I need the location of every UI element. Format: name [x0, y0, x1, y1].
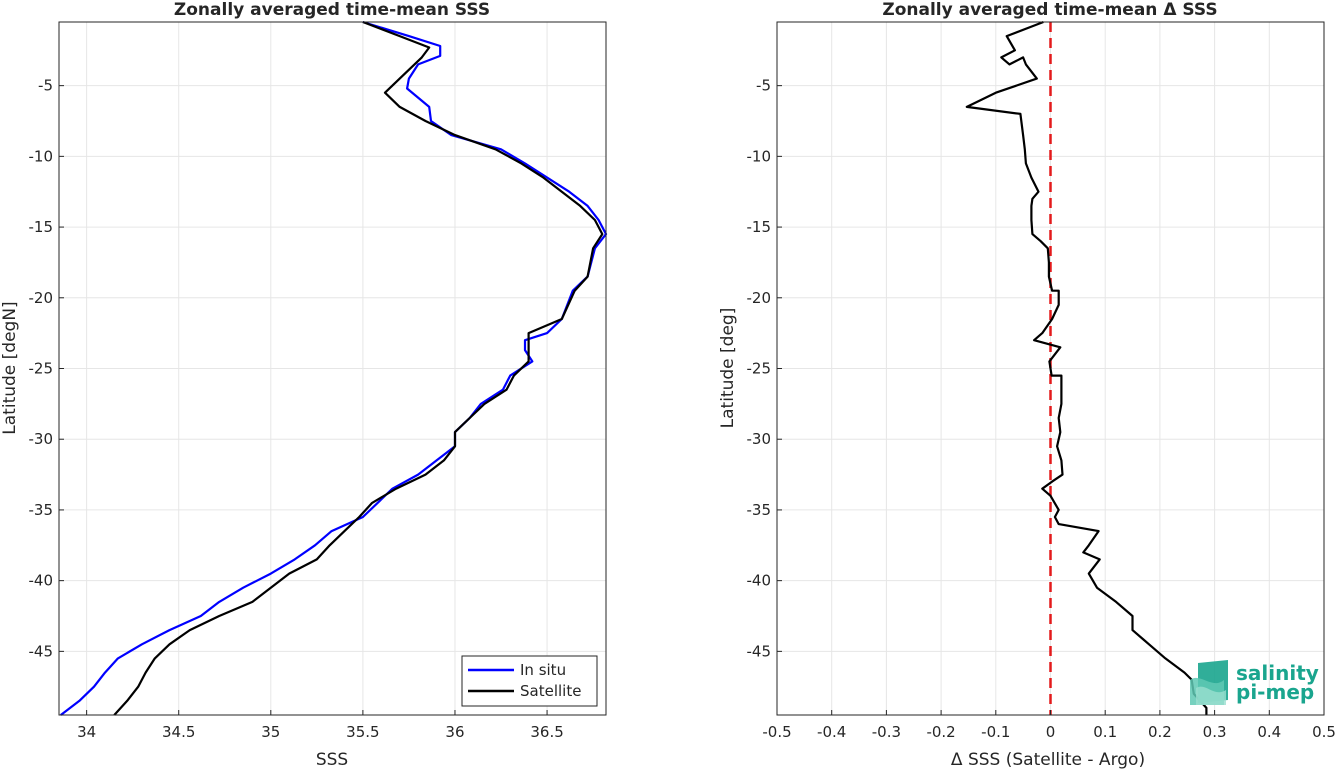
right-y-tick-label-1: -10 — [747, 147, 772, 165]
left-x-tick-label-4: 36 — [445, 723, 464, 741]
left-x-tick-label-5: 36.5 — [530, 723, 563, 741]
left-y-axis-label: Latitude [degN] — [0, 301, 20, 434]
right-y-tick-label-0: -5 — [756, 77, 771, 95]
left-y-tick-label-4: -25 — [29, 360, 54, 378]
legend-box — [461, 655, 598, 707]
right-x-tick-label-10: 0.5 — [1312, 723, 1336, 741]
right-y-tick-label-6: -35 — [747, 501, 772, 519]
legend-label-in-situ: In situ — [520, 661, 566, 679]
left-chart-title: Zonally averaged time-mean SSS — [174, 0, 490, 20]
legend-label-satellite: Satellite — [520, 682, 581, 700]
right-x-tick-label-5: 0 — [1046, 723, 1056, 741]
right-x-axis-label: Δ SSS (Satellite - Argo) — [951, 750, 1145, 770]
right-x-tick-label-3: -0.2 — [926, 723, 955, 741]
left-x-tick-label-2: 35 — [261, 723, 280, 741]
right-x-tick-label-9: 0.4 — [1257, 723, 1281, 741]
right-x-tick-label-1: -0.4 — [817, 723, 846, 741]
right-series-line-delta-sss — [965, 20, 1208, 715]
left-legend: In situ Satellite — [461, 655, 598, 707]
left-x-tick-label-1: 34.5 — [162, 723, 195, 741]
right-x-tick-label-6: 0.1 — [1093, 723, 1117, 741]
right-x-tick-label-4: -0.1 — [981, 723, 1010, 741]
left-panel: 34 34.5 35 35.5 36 36.5 -5 -10 -15 -20 -25 -30 -35 -4… — [0, 0, 608, 770]
right-y-tick-label-2: -15 — [747, 218, 772, 236]
right-x-tick-label-2: -0.3 — [872, 723, 901, 741]
left-y-tick-label-1: -10 — [29, 147, 54, 165]
right-y-tick-label-7: -40 — [747, 572, 772, 590]
left-y-tick-label-0: -5 — [38, 77, 53, 95]
left-ticks: 34 34.5 35 35.5 36 36.5 -5 -10 -15 -20 -25 -30 -35 -4… — [29, 77, 564, 741]
right-ticks: -0.5 -0.4 -0.3 -0.2 -0.1 0 0.1 0.2 0.3 0.4 0.5 -5 -1… — [747, 77, 1336, 741]
logo-text-pi-mep: pi-mep — [1236, 680, 1314, 704]
left-y-tick-label-7: -40 — [29, 572, 54, 590]
left-y-tick-label-6: -35 — [29, 501, 54, 519]
left-y-tick-label-8: -45 — [29, 642, 54, 660]
left-x-axis-label: SSS — [316, 750, 348, 770]
left-grid — [59, 22, 606, 715]
right-y-tick-label-8: -45 — [747, 642, 772, 660]
logo-wave-icon — [1190, 660, 1228, 705]
right-y-tick-label-5: -30 — [747, 430, 772, 448]
left-x-tick-label-3: 35.5 — [346, 723, 379, 741]
right-y-tick-label-4: -25 — [747, 360, 772, 378]
right-y-tick-label-3: -20 — [747, 289, 772, 307]
right-x-tick-label-8: 0.3 — [1203, 723, 1227, 741]
left-y-tick-label-2: -15 — [29, 218, 54, 236]
right-y-axis-label: Latitude [deg] — [718, 308, 738, 429]
left-x-tick-label-0: 34 — [77, 723, 96, 741]
left-series-group — [60, 20, 608, 716]
right-panel: -0.5 -0.4 -0.3 -0.2 -0.1 0 0.1 0.2 0.3 0.4 0.5 -5 -1… — [718, 0, 1336, 770]
left-series-line-satellite — [113, 20, 604, 716]
left-y-tick-label-5: -30 — [29, 430, 54, 448]
right-x-tick-label-0: -0.5 — [762, 723, 791, 741]
right-series-group — [965, 20, 1208, 715]
salinity-pi-mep-logo: salinity pi-mep — [1190, 660, 1319, 705]
right-x-tick-label-7: 0.2 — [1148, 723, 1172, 741]
logo-text-salinity: salinity — [1236, 661, 1319, 685]
left-y-tick-label-3: -20 — [29, 289, 54, 307]
right-chart-title: Zonally averaged time-mean Δ SSS — [882, 0, 1217, 20]
